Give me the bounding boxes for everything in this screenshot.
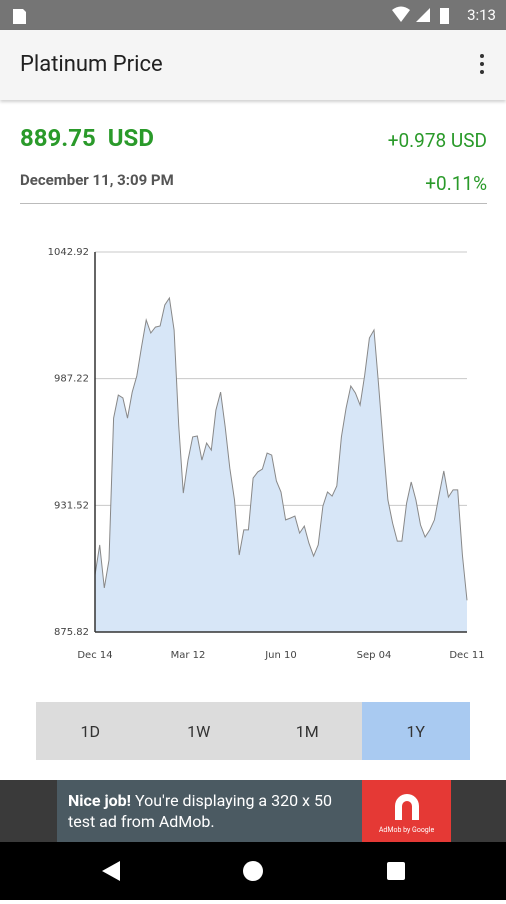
- app-bar: Platinum Price: [0, 30, 506, 100]
- ad-logo[interactable]: AdMob by Google: [362, 780, 451, 842]
- back-button[interactable]: [102, 861, 120, 881]
- nav-buttons: [102, 861, 405, 881]
- ad-logo-text: AdMob by Google: [378, 826, 435, 834]
- ad-content[interactable]: Nice job! You're displaying a 320 x 50 t…: [57, 780, 362, 842]
- overflow-menu[interactable]: [480, 54, 484, 78]
- percent-change: +0.11%: [425, 172, 487, 195]
- x-tick-label: Sep 04: [357, 650, 392, 661]
- clock: 3:13: [467, 6, 496, 24]
- status-bar: 3:13: [0, 0, 506, 30]
- y-tick-label: 1042.92: [48, 247, 89, 258]
- x-tick-label: Dec 14: [77, 650, 112, 661]
- x-tick-label: Jun 10: [264, 650, 297, 661]
- ad-text: Nice job! You're displaying a 320 x 50 t…: [68, 790, 358, 832]
- divider: [20, 203, 487, 204]
- notification-icon: [13, 9, 26, 24]
- price-line: [94, 296, 468, 601]
- status-icons: [392, 6, 449, 24]
- app-title: Platinum Price: [20, 52, 163, 77]
- price: 889.75 USD: [20, 124, 154, 152]
- x-tick-label: Dec 11: [449, 650, 484, 661]
- range-button[interactable]: 1W: [187, 721, 211, 741]
- price-change: +0.978 USD: [387, 129, 487, 152]
- recents-button[interactable]: [387, 862, 405, 880]
- ad-body: You're displaying a 320 x 50 test ad fro…: [68, 791, 332, 831]
- y-tick-label: 987.22: [54, 374, 89, 385]
- x-tick-label: Mar 12: [171, 650, 206, 661]
- range-selector: 1D 1W 1M 1Y: [36, 702, 470, 760]
- y-tick-label: 875.82: [54, 627, 89, 638]
- range-button[interactable]: 1D: [80, 721, 101, 741]
- y-tick-label: 931.52: [54, 500, 89, 511]
- range-button[interactable]: 1M: [295, 721, 319, 741]
- ad-banner: Nice job! You're displaying a 320 x 50 t…: [0, 780, 506, 842]
- quote-date: December 11, 3:09 PM: [20, 171, 174, 189]
- range-button[interactable]: 1Y: [361, 702, 470, 760]
- ad-headline: Nice job!: [68, 791, 131, 810]
- price-chart: 875.82 931.52 987.22 1042.92 Dec 14 Mar 12 Jun…: [48, 247, 485, 661]
- admob-icon: [395, 794, 419, 820]
- navigation-bar: [0, 842, 506, 900]
- home-button[interactable]: [243, 861, 263, 881]
- price-area: [95, 298, 467, 632]
